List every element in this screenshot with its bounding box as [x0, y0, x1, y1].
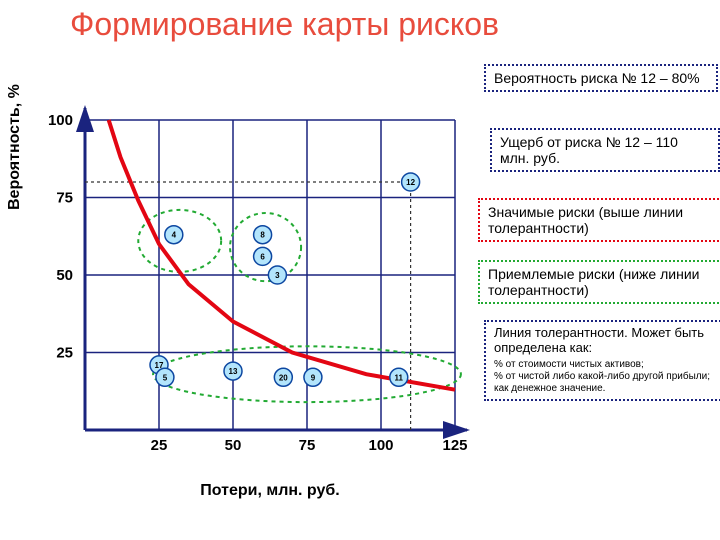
y-axis-label: Вероятность, %: [6, 84, 24, 210]
svg-text:75: 75: [299, 437, 316, 454]
svg-text:12: 12: [406, 178, 415, 187]
svg-text:100: 100: [48, 112, 73, 129]
callout-damage: Ущерб от риска № 12 – 110 млн. руб.: [490, 128, 720, 172]
svg-text:25: 25: [56, 345, 73, 362]
risk-chart-svg: 2550751001252550751001248631751320911: [10, 60, 470, 500]
svg-text:4: 4: [172, 231, 177, 240]
svg-text:3: 3: [275, 271, 280, 280]
svg-text:50: 50: [225, 437, 242, 454]
svg-text:20: 20: [279, 373, 288, 382]
callout-acceptable: Приемлемые риски (ниже линии толерантнос…: [478, 260, 720, 304]
callout-tolerance-line: Линия толерантности. Может быть определе…: [484, 320, 720, 401]
page-title: Формирование карты рисков: [70, 6, 499, 43]
svg-text:6: 6: [260, 252, 265, 261]
svg-text:11: 11: [395, 373, 404, 382]
svg-text:125: 125: [442, 437, 467, 454]
svg-text:100: 100: [368, 437, 393, 454]
callout-probability: Вероятность риска № 12 – 80%: [484, 64, 718, 92]
tolerance-sublist: % от стоимости чистых активов; % от чист…: [494, 359, 718, 395]
svg-text:8: 8: [260, 231, 265, 240]
svg-text:25: 25: [151, 437, 168, 454]
svg-text:5: 5: [163, 373, 168, 382]
chart-area: 2550751001252550751001248631751320911 Ве…: [10, 60, 470, 500]
svg-text:50: 50: [56, 267, 73, 284]
svg-text:13: 13: [229, 367, 238, 376]
callout-significant: Значимые риски (выше линии толерантности…: [478, 198, 720, 242]
svg-text:9: 9: [311, 373, 316, 382]
x-axis-label: Потери, млн. руб.: [140, 482, 400, 500]
svg-text:75: 75: [56, 190, 73, 207]
